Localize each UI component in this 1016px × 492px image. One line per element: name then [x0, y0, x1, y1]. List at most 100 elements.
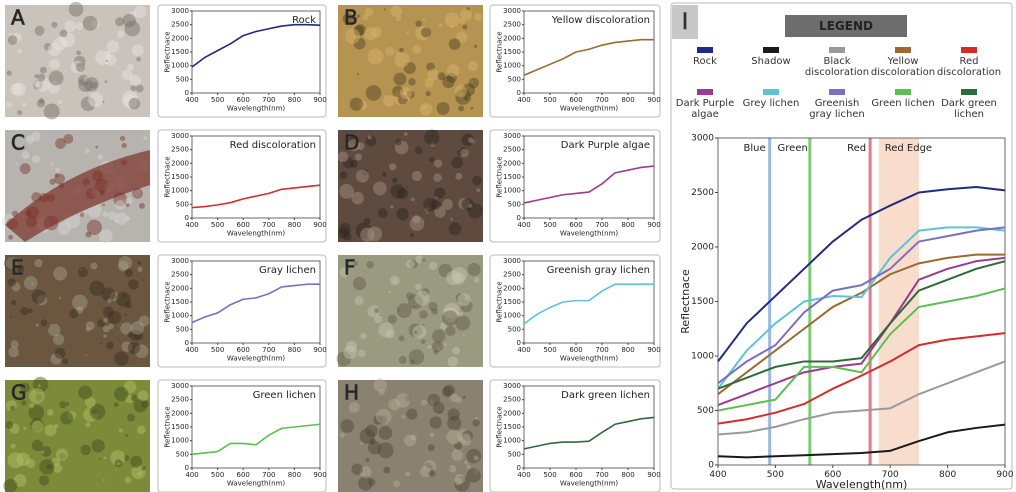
texture-spot: [350, 98, 363, 111]
y-tick-label: 500: [508, 200, 521, 208]
y-tick-label: 1000: [171, 62, 189, 70]
texture-spot: [433, 174, 441, 182]
y-tick-label: 1500: [503, 423, 521, 431]
texture-spot: [130, 456, 142, 468]
texture-spot: [138, 390, 149, 401]
y-tick-label: 1000: [503, 312, 521, 320]
y-tick-label: 2000: [503, 34, 521, 42]
texture-spot: [393, 73, 406, 86]
texture-spot: [126, 203, 130, 207]
texture-spot: [432, 341, 443, 352]
texture-spot: [422, 324, 424, 326]
y-tick-label: 3000: [503, 7, 521, 15]
texture-spot: [85, 354, 87, 356]
texture-spot: [460, 149, 469, 158]
texture-spot: [99, 458, 101, 460]
texture-spot: [32, 290, 46, 304]
texture-spot: [451, 449, 463, 461]
y-tick-label: 2000: [171, 284, 189, 292]
texture-spot: [129, 98, 141, 110]
texture-spot: [468, 61, 478, 71]
texture-spot: [103, 456, 106, 459]
texture-spot: [477, 188, 481, 192]
x-tick-label: 900: [647, 471, 660, 479]
texture-spot: [32, 421, 44, 433]
texture-spot: [413, 305, 415, 307]
texture-spot: [389, 163, 396, 170]
texture-spot: [469, 78, 479, 88]
x-tick-label: 900: [313, 471, 326, 479]
band-line-label: Blue: [744, 143, 766, 154]
texture-spot: [28, 308, 33, 313]
x-tick-label: 900: [647, 221, 660, 229]
texture-spot: [7, 71, 12, 76]
legend-swatch: [763, 47, 779, 53]
y-tick-label: 2500: [503, 146, 521, 154]
x-tick-label: 900: [996, 470, 1013, 480]
texture-spot: [439, 411, 442, 414]
y-axis-label: Reflectnace: [496, 406, 504, 447]
y-tick-label: 2500: [503, 271, 521, 279]
texture-spot: [444, 343, 447, 346]
chart-title: Dark Purple algae: [561, 140, 650, 151]
panel-letter: C: [11, 131, 25, 155]
legend-swatch: [961, 47, 977, 53]
texture-spot: [38, 384, 41, 387]
texture-spot: [460, 9, 472, 21]
y-tick-label: 2500: [171, 271, 189, 279]
texture-spot: [127, 414, 135, 422]
texture-spot: [427, 345, 431, 349]
texture-spot: [108, 211, 117, 220]
texture-spot: [455, 474, 465, 484]
x-tick-label: 800: [288, 346, 301, 354]
texture-spot: [366, 261, 374, 269]
texture-spot: [103, 479, 105, 481]
texture-spot: [462, 198, 474, 210]
x-tick-label: 600: [569, 221, 582, 229]
texture-spot: [56, 448, 68, 460]
legend-swatch: [829, 47, 845, 53]
legend-label: Rock: [672, 56, 738, 67]
texture-spot: [445, 12, 460, 27]
texture-spot: [125, 477, 132, 484]
texture-spot: [474, 277, 480, 283]
y-tick-label: 2000: [691, 243, 714, 253]
texture-spot: [125, 21, 141, 37]
texture-spot: [423, 18, 426, 21]
y-axis-label: Reflectnace: [164, 156, 172, 197]
legend-label: Greenish gray lichen: [804, 98, 870, 120]
texture-spot: [62, 359, 68, 365]
texture-spot: [399, 335, 405, 341]
panel-letter: I: [682, 10, 689, 35]
x-axis-label: Wavelength(nm): [227, 479, 286, 487]
texture-spot: [114, 387, 128, 401]
y-tick-label: 2000: [503, 159, 521, 167]
texture-spot: [366, 85, 382, 101]
texture-spot: [18, 49, 22, 53]
y-tick-label: 2500: [691, 188, 714, 198]
panel-letter: B: [344, 6, 358, 30]
texture-spot: [458, 293, 471, 306]
y-tick-label: 1000: [503, 62, 521, 70]
texture-spot: [339, 432, 344, 437]
texture-spot: [49, 59, 60, 70]
y-tick-label: 1000: [503, 187, 521, 195]
texture-spot: [469, 204, 473, 208]
texture-spot: [447, 64, 460, 77]
texture-spot: [8, 347, 19, 358]
x-tick-label: 900: [647, 96, 660, 104]
texture-spot: [464, 460, 468, 464]
texture-spot: [48, 324, 61, 337]
texture-spot: [383, 95, 395, 107]
texture-spot: [414, 331, 417, 334]
x-tick-label: 800: [621, 471, 634, 479]
x-tick-label: 400: [185, 96, 198, 104]
y-tick-label: 500: [176, 450, 189, 458]
texture-spot: [29, 388, 45, 404]
texture-spot: [426, 211, 428, 213]
texture-spot: [392, 177, 398, 183]
texture-spot: [405, 471, 410, 476]
texture-spot: [432, 329, 445, 342]
legend-swatch: [961, 89, 977, 95]
legend-swatch: [895, 47, 911, 53]
